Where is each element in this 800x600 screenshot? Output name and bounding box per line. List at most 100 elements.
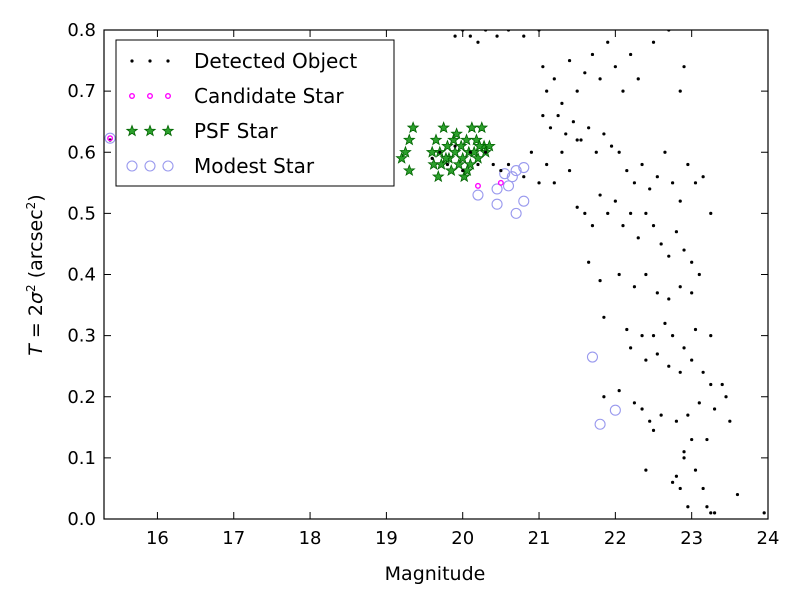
modest-star-point xyxy=(472,189,484,201)
detected-object-point xyxy=(697,272,701,277)
detected-object-point xyxy=(644,211,648,215)
psf-star-point xyxy=(473,139,486,152)
modest-star-point xyxy=(506,171,518,183)
detected-object-point xyxy=(735,492,740,497)
detected-object-point xyxy=(640,334,644,338)
detected-object-point xyxy=(587,260,591,264)
detected-object-point xyxy=(629,346,633,350)
detected-object-point xyxy=(453,34,457,38)
detected-object-point xyxy=(678,370,682,374)
modest-star-point xyxy=(609,404,621,416)
detected-object-point xyxy=(697,401,701,405)
plot-frame xyxy=(103,29,769,520)
detected-object-point xyxy=(678,486,682,491)
detected-object-point xyxy=(583,211,587,215)
detected-object-point xyxy=(690,291,694,295)
detected-object-point xyxy=(567,168,572,173)
psf-star-point xyxy=(441,139,454,152)
detected-object-point xyxy=(667,297,671,301)
candidate-star-point xyxy=(497,179,504,186)
x-tick-label: 17 xyxy=(222,528,245,549)
detected-object-point xyxy=(468,34,472,38)
psf-star-point xyxy=(402,133,416,146)
detected-object-point xyxy=(690,260,694,264)
detected-object-point xyxy=(606,40,610,44)
legend-marker-candidate-star xyxy=(146,92,153,99)
detected-object-point xyxy=(632,181,637,185)
y-tick-label: 0.8 xyxy=(67,20,96,41)
legend-marker-modest-star xyxy=(162,160,174,172)
modest-star-point xyxy=(104,132,116,144)
detected-object-point xyxy=(575,89,579,93)
y-axis-title-eq: = 2 xyxy=(25,304,47,344)
psf-star-point xyxy=(483,139,496,152)
detected-object-point xyxy=(583,71,587,75)
detected-object-point xyxy=(686,505,690,509)
detected-object-point xyxy=(560,101,564,105)
y-tick-label: 0.1 xyxy=(67,448,96,469)
detected-object-point xyxy=(674,230,679,234)
x-tick-label: 24 xyxy=(757,528,780,549)
detected-object-point xyxy=(438,150,442,154)
detected-object-point xyxy=(571,120,575,124)
modest-star-point xyxy=(518,195,530,207)
data-points-group xyxy=(104,30,766,515)
detected-object-point xyxy=(575,138,579,142)
detected-object-point xyxy=(590,224,595,228)
legend-label-candidate-star: Candidate Star xyxy=(194,84,344,108)
frame-group xyxy=(103,29,769,520)
detected-object-point xyxy=(552,181,556,185)
detected-object-point xyxy=(709,382,713,387)
detected-object-point xyxy=(701,175,705,179)
detected-object-point xyxy=(545,89,549,93)
detected-object-point xyxy=(598,279,602,283)
detected-object-point xyxy=(655,352,659,356)
detected-object-point xyxy=(632,285,637,289)
detected-object-point xyxy=(762,511,766,515)
psf-star-point xyxy=(465,121,479,134)
legend-marker-psf-star xyxy=(161,124,175,137)
psf-star-point xyxy=(460,163,474,176)
x-tick-label: 23 xyxy=(680,528,703,549)
detected-object-point xyxy=(590,52,595,57)
detected-object-point xyxy=(648,419,652,423)
legend-marker-detected-object xyxy=(166,59,170,63)
detected-object-point xyxy=(476,162,480,167)
detected-object-point xyxy=(655,175,659,179)
detected-object-point xyxy=(655,291,659,295)
x-tick-label: 16 xyxy=(146,528,169,549)
legend-label-detected-object: Detected Object xyxy=(194,49,357,73)
y-tick-label: 0.2 xyxy=(67,387,96,408)
psf-star-point xyxy=(475,121,489,134)
y-axis-title-lhs: T xyxy=(25,343,47,356)
y-axis-title-open: (arcsec xyxy=(25,209,47,284)
psf-star-point xyxy=(448,145,462,158)
detected-object-point xyxy=(678,285,682,289)
modest-star-point xyxy=(586,351,599,363)
detected-object-point xyxy=(686,413,690,417)
detected-object-point xyxy=(499,168,503,173)
y-axis-title: T = 2σ2 (arcsec2) xyxy=(24,194,47,355)
y-axis-title-sigma: σ xyxy=(25,291,47,304)
modest-star-point xyxy=(491,183,503,195)
modest-star-point xyxy=(594,418,606,430)
detected-object-point xyxy=(640,407,644,411)
detected-object-point xyxy=(602,315,606,319)
detected-object-point xyxy=(617,150,621,154)
detected-object-point xyxy=(579,138,583,142)
detected-object-point xyxy=(567,58,572,63)
psf-star-point xyxy=(429,133,443,146)
modest-star-point xyxy=(510,207,522,219)
detected-object-point xyxy=(529,150,534,154)
detected-object-point xyxy=(644,358,648,362)
psf-star-point xyxy=(464,157,477,170)
detected-object-point xyxy=(613,65,617,69)
detected-object-point xyxy=(594,150,598,154)
detected-object-point xyxy=(667,254,671,258)
detected-object-point xyxy=(445,162,450,167)
detected-object-point xyxy=(709,511,713,515)
detected-object-point xyxy=(506,162,511,167)
detected-object-point xyxy=(709,211,713,215)
detected-object-point xyxy=(629,211,633,215)
legend-label-modest-star: Modest Star xyxy=(194,154,315,178)
